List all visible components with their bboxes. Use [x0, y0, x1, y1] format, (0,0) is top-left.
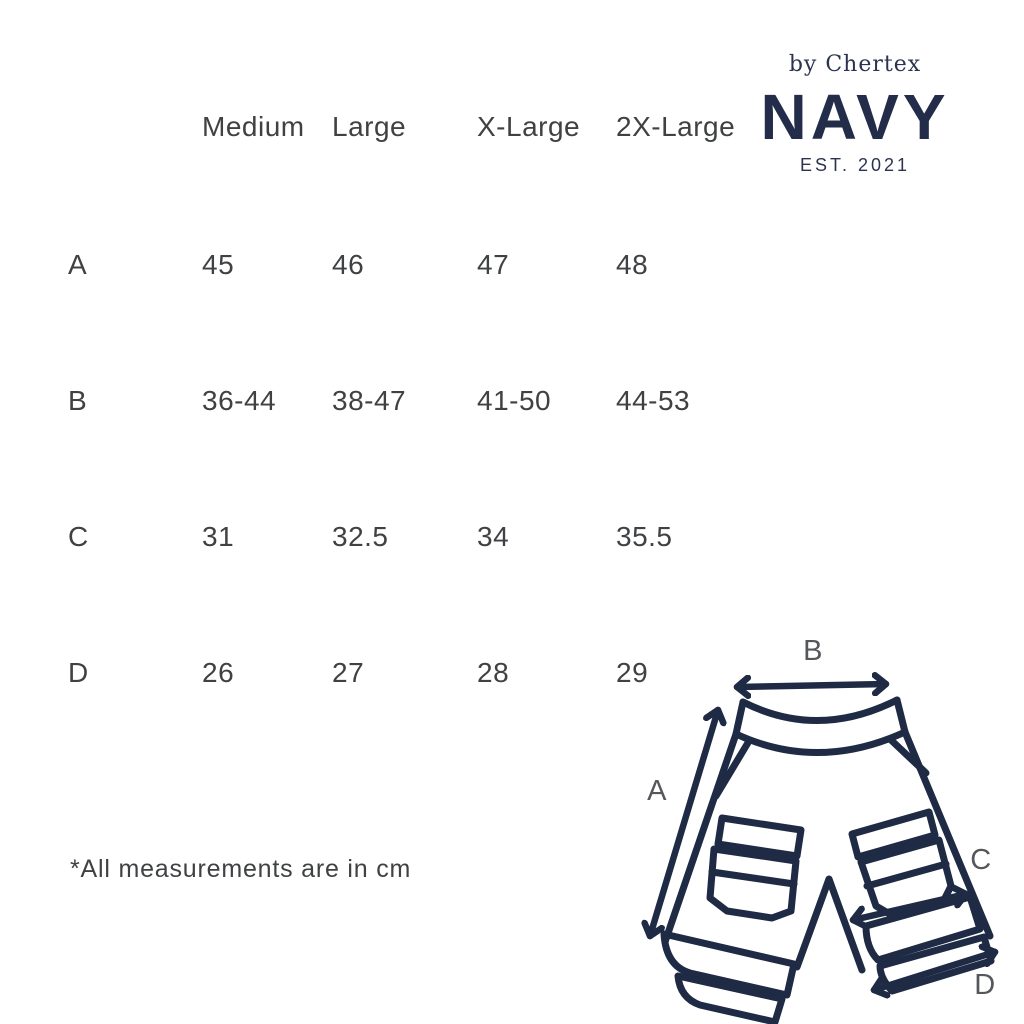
brand-logo: by Chertex NAVY EST. 2021 — [745, 52, 965, 176]
cell-b-medium: 36-44 — [202, 385, 277, 416]
diagram-label-b: B — [803, 635, 823, 667]
right-pocket-seam — [863, 860, 950, 890]
right-pocket-slash — [887, 736, 930, 777]
row-label-c: C — [68, 521, 89, 552]
cell-a-medium: 45 — [202, 249, 235, 280]
cell-b-2xlarge: 44-53 — [616, 385, 691, 416]
brand-tagline: by Chertex — [788, 52, 922, 77]
left-cuff-band-1 — [660, 930, 798, 999]
diagram-label-c: C — [970, 844, 992, 876]
measurement-row-b: B 36-44 38-47 41-50 44-53 — [0, 385, 1024, 417]
cell-d-medium: 26 — [202, 657, 235, 688]
row-label-b: B — [68, 385, 88, 416]
crotch-inner-seams — [793, 875, 866, 974]
cell-b-xlarge: 41-50 — [477, 385, 552, 416]
size-header-row: Medium Large X-Large 2X-Large — [0, 111, 1024, 143]
row-label-a: A — [68, 249, 88, 280]
cell-c-xlarge: 34 — [477, 521, 510, 552]
waistband-left-edge — [732, 698, 747, 738]
cell-a-xlarge: 47 — [477, 249, 510, 280]
shorts-diagram — [620, 620, 999, 1024]
diagram-label-a: A — [647, 775, 667, 807]
measurement-row-c: C 31 32.5 34 35.5 — [0, 521, 1024, 553]
brand-established: EST. 2021 — [799, 155, 911, 175]
measurement-row-d: D 26 27 28 29 — [0, 657, 1024, 689]
diagram-label-d: D — [974, 969, 996, 1001]
size-col-medium: Medium — [202, 111, 305, 142]
cell-d-xlarge: 28 — [477, 657, 510, 688]
measurement-row-a: A 45 46 47 48 — [0, 249, 1024, 281]
cell-c-medium: 31 — [202, 521, 235, 552]
brand-name: NAVY — [760, 81, 950, 153]
size-col-2xlarge: 2X-Large — [616, 111, 736, 142]
cell-d-large: 27 — [332, 657, 365, 688]
cell-c-large: 32.5 — [332, 521, 389, 552]
cell-b-large: 38-47 — [332, 385, 407, 416]
waistband-top-line — [739, 696, 901, 724]
size-col-xlarge: X-Large — [477, 111, 581, 142]
waistband-bottom-line — [732, 728, 909, 756]
measure-arrow-b — [733, 684, 890, 687]
cell-a-large: 46 — [332, 249, 365, 280]
measure-arrow-d — [870, 952, 999, 990]
left-pocket-seam — [708, 868, 798, 888]
left-cuff-band-2 — [674, 972, 786, 1024]
row-label-d: D — [68, 657, 89, 688]
size-col-large: Large — [332, 111, 407, 142]
measure-arrow-a — [650, 706, 718, 940]
cell-c-2xlarge: 35.5 — [616, 521, 673, 552]
measure-arrow-c — [849, 894, 970, 920]
cell-d-2xlarge: 29 — [616, 657, 649, 688]
right-pocket-flap — [848, 808, 939, 861]
cell-a-2xlarge: 48 — [616, 249, 649, 280]
measurements-note: *All measurements are in cm — [70, 855, 412, 883]
waistband-right-edge — [893, 696, 909, 736]
